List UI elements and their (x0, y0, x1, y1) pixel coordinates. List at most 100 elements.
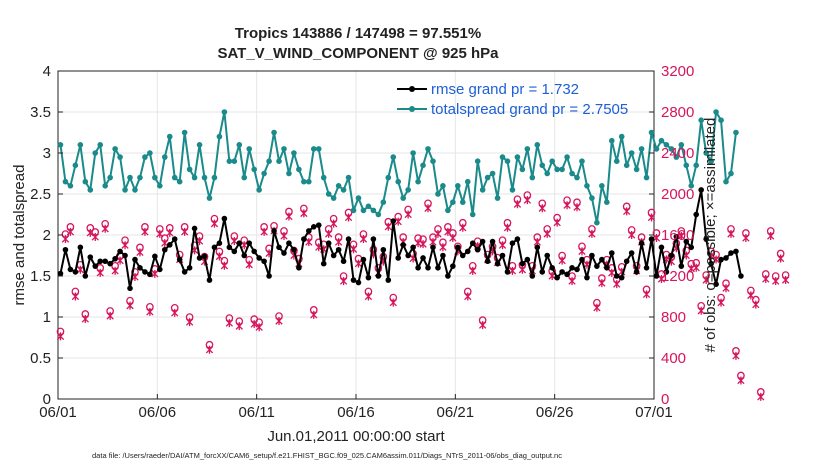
totalspread-point (355, 195, 362, 201)
totalspread-point (569, 170, 575, 177)
y-axis-label-right: # of obs: o=possible; ×=assimilated (702, 118, 719, 353)
obs-assimilated-point (449, 234, 457, 243)
rmse-point (92, 263, 99, 269)
obs-assimilated-point (767, 231, 775, 240)
rmse-point (216, 240, 223, 246)
totalspread-point (72, 162, 79, 169)
obs-assimilated-point (647, 213, 656, 222)
obs-assimilated-point (66, 227, 75, 236)
rmse-point (450, 263, 456, 269)
rmse-point (211, 244, 218, 251)
totalspread-point (296, 166, 302, 173)
x-tick-label: 06/01 (39, 404, 77, 421)
rmse-point (82, 273, 89, 279)
rmse-point (738, 273, 744, 279)
totalspread-point (335, 183, 342, 189)
rmse-point (301, 236, 307, 242)
rmse-point (87, 254, 94, 260)
obs-assimilated-point (627, 230, 636, 239)
totalspread-point (360, 207, 367, 214)
rmse-point (723, 255, 729, 261)
totalspread-point (425, 146, 431, 152)
rmse-point (529, 273, 536, 279)
rmse-point (315, 222, 322, 228)
rmse-point (191, 225, 198, 232)
rmse-point (122, 252, 128, 259)
obs-assimilated-point (240, 241, 248, 250)
y-axis-label-left: rmse and totalspread (11, 165, 28, 306)
obs-assimilated-point (503, 223, 512, 232)
rmse-point (703, 236, 709, 242)
totalspread-point (658, 137, 665, 144)
obs-assimilated-point (136, 248, 144, 257)
totalspread-point (539, 162, 546, 169)
obs-assimilated-point (255, 323, 263, 332)
totalspread-point (718, 117, 724, 123)
obs-assimilated-point (161, 239, 169, 248)
obs-assimilated-point (469, 266, 477, 275)
totalspread-point (494, 195, 501, 201)
rmse-point (445, 273, 451, 279)
rmse-point (599, 256, 605, 263)
totalspread-point (599, 183, 605, 189)
totalspread-point (320, 174, 327, 181)
obs-assimilated-point (722, 284, 730, 293)
rmse-point (544, 252, 551, 259)
rmse-point (201, 253, 208, 260)
rmse-point (306, 228, 312, 234)
obs-assimilated-point (776, 254, 785, 263)
totalspread-point (266, 158, 272, 164)
totalspread-point (147, 150, 153, 156)
totalspread-point (395, 178, 402, 185)
rmse-point (489, 238, 496, 245)
rmse-point (613, 273, 620, 279)
totalspread-point (673, 154, 680, 160)
obs-assimilated-point (101, 224, 109, 233)
rmse-point (569, 265, 575, 271)
obs-assimilated-point (513, 200, 522, 209)
legend-rmse-label: rmse grand pr = 1.732 (431, 81, 579, 98)
rmse-point (733, 248, 739, 255)
rmse-point (440, 252, 446, 259)
rmse-point (221, 215, 228, 222)
totalspread-point (683, 162, 690, 169)
rmse-point (196, 255, 203, 261)
rmse-point (683, 238, 690, 245)
obs-assimilated-point (424, 204, 432, 213)
y-tick-label-right: 3200 (661, 63, 694, 80)
totalspread-point (365, 203, 372, 210)
totalspread-point (564, 154, 570, 160)
totalspread-point (261, 170, 267, 177)
obs-assimilated-point (712, 255, 720, 264)
totalspread-point (608, 137, 615, 144)
y-tick-label-right: 800 (661, 309, 686, 326)
totalspread-point (594, 219, 600, 226)
totalspread-point (519, 166, 526, 173)
rmse-point (509, 240, 516, 246)
rmse-point (435, 265, 441, 271)
rmse-point (137, 265, 143, 271)
totalspread-point (693, 162, 700, 169)
rmse-point (161, 246, 168, 253)
totalspread-line (59, 111, 737, 224)
rmse-point (514, 236, 521, 242)
rmse-point (484, 258, 491, 265)
x-tick-label: 07/01 (635, 404, 673, 421)
x-tick-label: 06/26 (536, 404, 574, 421)
rmse-point (166, 242, 173, 248)
obs-assimilated-point (354, 259, 363, 268)
rmse-point (236, 240, 243, 246)
totalspread-point (618, 133, 625, 140)
y-tick-label-right: 0 (661, 391, 669, 408)
totalspread-point (663, 142, 670, 148)
totalspread-point (668, 146, 675, 152)
totalspread-point (613, 158, 620, 164)
rmse-point (350, 277, 357, 283)
x-tick-label: 06/16 (337, 404, 375, 421)
rmse-point (534, 244, 541, 251)
rmse-point (455, 244, 461, 251)
y-tick-label-right: 2000 (661, 186, 694, 203)
obs-assimilated-point (652, 234, 661, 243)
legend-spread-label: totalspread grand pr = 2.7505 (431, 101, 628, 118)
rmse-point (117, 248, 123, 255)
